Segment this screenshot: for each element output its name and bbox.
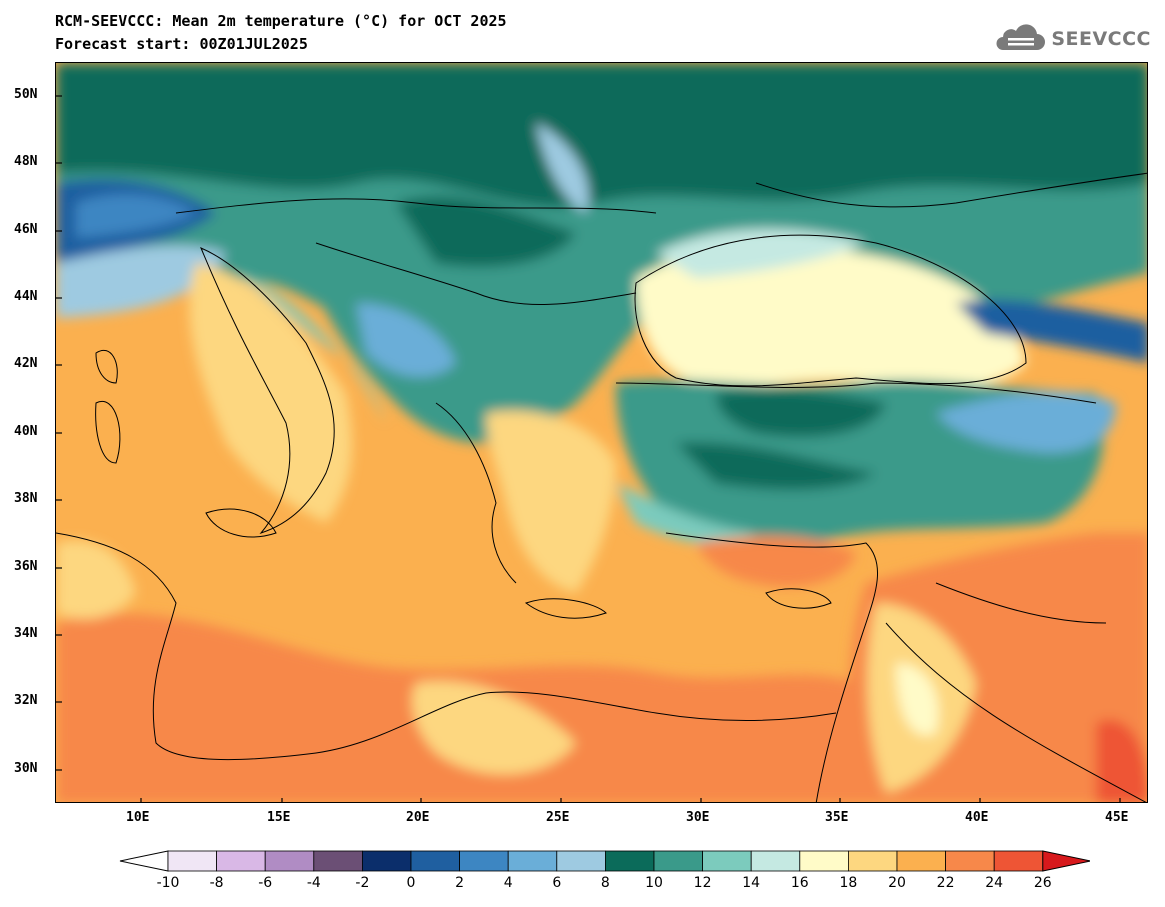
colorbar-bin: [507, 850, 558, 872]
colorbar-tick-label: 8: [600, 875, 610, 891]
colorbar-bin: [993, 850, 1044, 872]
colorbar-bin: [604, 850, 655, 872]
lon-label-20e: 20E: [406, 810, 430, 825]
lat-label-46n: 46N: [14, 222, 38, 237]
colorbar-tick-label: 6: [552, 875, 562, 891]
lat-label-48n: 48N: [14, 154, 38, 169]
temperature-map: [55, 62, 1148, 803]
colorbar-tick-label: 4: [503, 875, 513, 891]
lon-label-15e: 15E: [267, 810, 291, 825]
colorbar-tick-label: 22: [936, 875, 955, 891]
cloud-icon: [996, 24, 1046, 50]
colorbar-bin: [264, 850, 315, 872]
colorbar-under-triangle: [119, 850, 169, 872]
colorbar-bin: [702, 850, 752, 872]
colorbar-bin: [410, 850, 460, 872]
lon-label-35e: 35E: [825, 810, 849, 825]
colorbar-tick-label: 26: [1033, 875, 1052, 891]
lon-label-45e: 45E: [1105, 810, 1129, 825]
coastlines: [56, 172, 1147, 802]
colorbar-bin: [459, 850, 509, 872]
seevccc-logo: SEEVCCC: [995, 22, 1151, 56]
colorbar-bin: [167, 850, 217, 872]
colorbar-tick-label: 20: [888, 875, 906, 891]
colorbar-bin: [945, 850, 995, 872]
lon-label-30e: 30E: [686, 810, 710, 825]
axis-ticks: [56, 95, 1121, 802]
colorbar-tick-label: 24: [985, 875, 1004, 891]
lat-label-40n: 40N: [14, 424, 38, 439]
colorbar-tick-label: -2: [355, 875, 370, 891]
colorbar-bin: [653, 850, 703, 872]
lon-label-10e: 10E: [126, 810, 150, 825]
lat-label-30n: 30N: [14, 761, 38, 776]
lat-label-50n: 50N: [14, 87, 38, 102]
colorbar-tick-label: -6: [258, 875, 273, 891]
colorbar-tick-label: 16: [790, 875, 809, 891]
lon-label-40e: 40E: [965, 810, 989, 825]
colorbar-tick-label: -4: [306, 875, 321, 891]
lat-label-32n: 32N: [14, 693, 38, 708]
lat-label-44n: 44N: [14, 289, 38, 304]
colorbar-tick-label: 18: [839, 875, 858, 891]
lat-label-36n: 36N: [14, 559, 38, 574]
lat-label-34n: 34N: [14, 626, 38, 641]
map-title: RCM-SEEVCCC: Mean 2m temperature (°C) fo…: [55, 12, 507, 30]
lat-label-42n: 42N: [14, 356, 38, 371]
colorbar-tick-label: 10: [645, 875, 663, 891]
colorbar-bin: [556, 850, 606, 872]
colorbar-bin: [216, 850, 266, 872]
colorbar-bin: [896, 850, 946, 872]
colorbar-tick-label: -10: [156, 875, 180, 891]
colorbar-tick-label: 14: [742, 875, 761, 891]
colorbar-bin: [848, 850, 898, 872]
forecast-start-label: Forecast start: 00Z01JUL2025: [55, 35, 308, 53]
colorbar-bin: [750, 850, 801, 872]
colorbar-bin: [799, 850, 849, 872]
colorbar-tick-label: 2: [455, 875, 465, 891]
colorbar-tick-label: 12: [693, 875, 712, 891]
colorbar: [119, 850, 1090, 872]
lon-label-25e: 25E: [546, 810, 570, 825]
colorbar-tick-label: -8: [209, 875, 224, 891]
colorbar-bin: [313, 850, 363, 872]
temperature-field: [56, 63, 1147, 802]
lat-label-38n: 38N: [14, 491, 38, 506]
colorbar-bin: [361, 850, 412, 872]
colorbar-tick-label: 0: [406, 875, 416, 891]
colorbar-over-triangle: [1042, 850, 1090, 872]
logo-text: SEEVCCC: [1051, 28, 1151, 50]
